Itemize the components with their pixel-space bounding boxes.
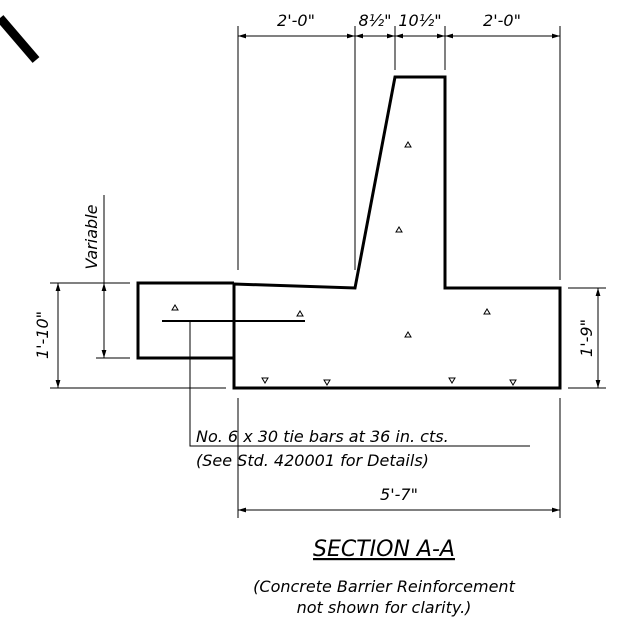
- aggregate: [171, 141, 517, 386]
- dim-bottom: 5'-7": [380, 485, 418, 504]
- slab: [136, 281, 234, 360]
- dim-top: 2'-0": [277, 11, 315, 30]
- dim-top: 10½": [398, 11, 441, 30]
- dim-variable: Variable: [82, 204, 101, 269]
- break-mark: [0, 15, 40, 63]
- geometry: [0, 15, 606, 518]
- dim-top: 8½": [358, 11, 391, 30]
- note: (See Std. 420001 for Details): [196, 451, 429, 470]
- labels: 2'-0" 8½" 10½" 2'-0" Variable 1'-10" 1'-…: [33, 11, 596, 617]
- note: No. 6 x 30 tie bars at 36 in. cts.: [196, 427, 449, 446]
- dim-top: 2'-0": [483, 11, 521, 30]
- barrier: [232, 75, 562, 390]
- section-title: SECTION A-A: [313, 537, 455, 562]
- dim-left: 1'-10": [33, 311, 52, 359]
- caption: (Concrete Barrier Reinforcement: [253, 577, 515, 596]
- dim-right: 1'-9": [577, 319, 596, 357]
- caption: not shown for clarity.): [297, 598, 472, 617]
- leader: [189, 321, 530, 447]
- extension-lines: [50, 26, 606, 518]
- dimension-lines: [55, 33, 601, 513]
